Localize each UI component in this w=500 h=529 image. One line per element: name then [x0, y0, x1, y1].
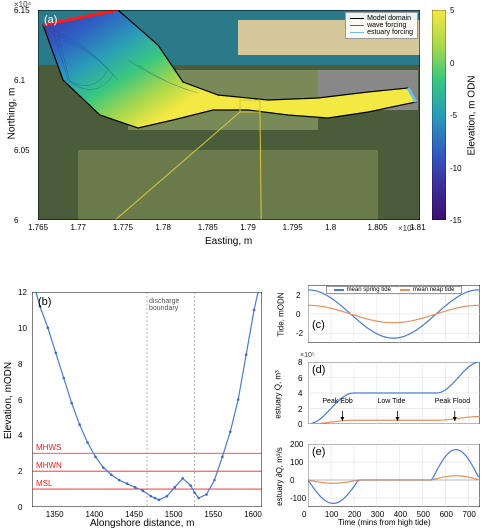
- legend-item: Model domain: [350, 15, 413, 22]
- panel-e-ylabel: estuary ∂Q, m³/s: [275, 447, 284, 506]
- ref-line-label: MSL: [36, 479, 52, 488]
- tick: 12: [18, 288, 27, 297]
- tick: 0: [298, 420, 302, 429]
- annotation: Peak Flood: [435, 398, 470, 405]
- panel-a-svg: [38, 10, 420, 220]
- tick: 6: [18, 396, 22, 405]
- tick: 1400: [85, 510, 103, 519]
- legend-item: estuary forcing: [350, 29, 413, 36]
- colorbar: [432, 10, 446, 220]
- tick: 4: [18, 431, 22, 440]
- tick: 1.795: [283, 223, 303, 232]
- panel-d: (d): [308, 362, 480, 424]
- tick: 1600: [244, 510, 262, 519]
- legend-label: Model domain: [367, 15, 411, 22]
- tick: 1.805: [368, 223, 388, 232]
- tick: -100: [290, 494, 306, 503]
- panel-c-letter: (c): [312, 319, 325, 331]
- panel-a-legend: Model domain wave forcing estuary forcin…: [345, 12, 418, 39]
- legend-label: estuary forcing: [367, 29, 413, 36]
- tick: 6.1: [14, 76, 25, 85]
- tick: 0: [302, 510, 306, 519]
- tick: -5: [450, 111, 457, 120]
- tick: 700: [463, 510, 476, 519]
- panel-b-letter: (b): [38, 296, 51, 308]
- tick: 1.765: [28, 223, 48, 232]
- panel-d-letter: (d): [312, 364, 325, 376]
- tick: 0: [290, 476, 294, 485]
- tick: 1450: [125, 510, 143, 519]
- tick: 5: [450, 6, 454, 15]
- panel-b-xlabel: Alongshore distance, m: [90, 518, 195, 529]
- tick: 1.77: [70, 223, 86, 232]
- tick: -10: [450, 164, 462, 173]
- tick: 2: [296, 291, 300, 300]
- ref-line-label: MHWS: [36, 443, 61, 452]
- panel-e-letter: (e): [312, 446, 325, 458]
- tick: 6.15: [14, 6, 30, 15]
- tick: 100: [325, 510, 338, 519]
- panel-a-letter: (a): [44, 14, 57, 26]
- discharge-label: discharge boundary: [149, 298, 179, 312]
- tick: 1.785: [198, 223, 218, 232]
- tick: 200: [290, 440, 303, 449]
- panel-b-ylabel: Elevation, mODN: [3, 362, 14, 439]
- colorbar-label: Elevation, m ODN: [467, 75, 478, 155]
- panel-c-legend: mean spring tide mean neap tide: [326, 286, 462, 294]
- tick: 1.78: [155, 223, 171, 232]
- ref-line-label: MHWN: [36, 461, 62, 470]
- legend-item: wave forcing: [350, 22, 413, 29]
- tick: 8: [298, 358, 302, 367]
- panel-a-ylabel: Northing, m: [6, 88, 17, 140]
- tick: 10: [18, 324, 27, 333]
- tick: 1500: [165, 510, 183, 519]
- tick: -2: [296, 329, 303, 338]
- tick: 1.775: [113, 223, 133, 232]
- annotation: Low Tide: [377, 398, 405, 405]
- tick: 300: [371, 510, 384, 519]
- panel-e: (e): [308, 444, 480, 507]
- legend-label: wave forcing: [367, 22, 406, 29]
- panel-d-ylabel: estuary Q, m³: [274, 370, 283, 418]
- annotation: Peak Ebb: [322, 398, 352, 405]
- panel-b: (b): [32, 292, 262, 507]
- tick: 6: [298, 374, 302, 383]
- tick: 100: [290, 458, 303, 467]
- tick: 1350: [46, 510, 64, 519]
- legend-label: mean neap tide: [413, 287, 454, 293]
- panel-a-xlabel: Easting, m: [205, 236, 252, 247]
- panel-b-svg: [32, 292, 262, 507]
- tick: 4: [298, 389, 302, 398]
- tick: 6.05: [14, 146, 30, 155]
- tick: 400: [394, 510, 407, 519]
- tick: 2: [298, 405, 302, 414]
- tick: -15: [450, 216, 462, 225]
- tick: 1.8: [325, 223, 336, 232]
- tick: 600: [440, 510, 453, 519]
- tick: 1550: [204, 510, 222, 519]
- tick: 2: [18, 467, 22, 476]
- tick: 0: [450, 59, 454, 68]
- panel-c-ylabel: Tide, mODN: [277, 292, 286, 336]
- panel-c: (c) mean spring tide mean neap tide: [308, 285, 480, 343]
- panel-a: (a) Model domain wave forcing estuary fo…: [38, 10, 420, 220]
- tick: 0: [296, 310, 300, 319]
- tick: 8: [18, 360, 22, 369]
- tick: 500: [417, 510, 430, 519]
- panel-e-xlabel: Time (mins from high tide): [338, 518, 431, 527]
- tick: 6: [14, 216, 18, 225]
- tick: 200: [348, 510, 361, 519]
- tick: 1.79: [240, 223, 256, 232]
- legend-label: mean spring tide: [347, 287, 391, 293]
- tick: 0: [18, 503, 22, 512]
- tick: 1.81: [410, 223, 426, 232]
